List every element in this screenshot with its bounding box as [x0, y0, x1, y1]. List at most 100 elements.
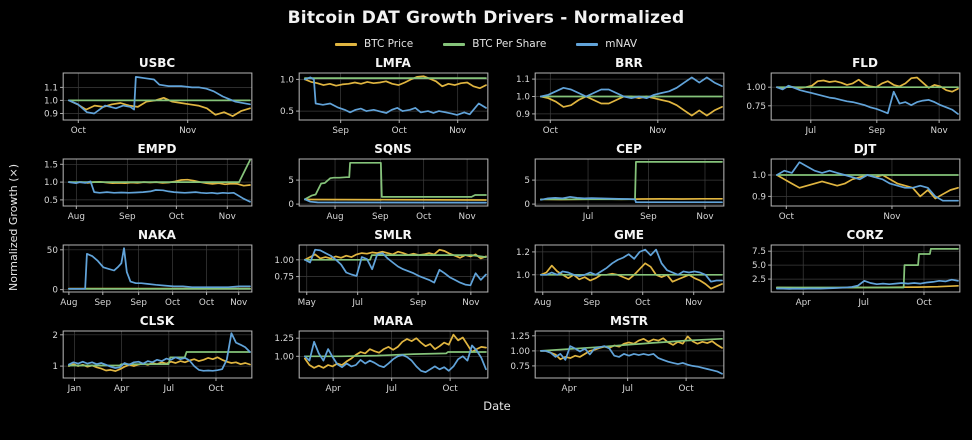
legend: BTC Price BTC Per Share mNAV: [0, 37, 972, 51]
x-tick-label: Sep: [869, 126, 886, 136]
y-tick-label: 1.0: [44, 178, 58, 188]
plot-border: [534, 330, 725, 379]
y-tick-label: 0: [524, 200, 530, 210]
series-line-btc_per_share: [303, 161, 487, 201]
plot-border: [770, 72, 961, 121]
subplot-title: BRR: [615, 56, 643, 70]
plot-border: [534, 244, 725, 293]
x-tick-label: Oct: [199, 298, 215, 308]
x-tick-label: Jul: [582, 212, 594, 222]
subplot-canvas: 0.5 1.0 Sep Oct Nov: [280, 72, 489, 136]
subplot-title: NAKA: [138, 228, 176, 242]
y-tick-label: 1.1: [44, 84, 58, 94]
subplot-cep: CEP 0 5 Jul Sep Nov: [502, 142, 728, 226]
y-tick-label: 1.00: [510, 347, 530, 357]
subplot-naka: NAKA 0 50 Aug Sep Sep Oct Oct Nov: [30, 228, 256, 312]
subplot-title: FLD: [852, 56, 878, 70]
y-tick-label: 1.00: [746, 83, 766, 93]
subplot-title: EMPD: [137, 142, 177, 156]
series-line-btc_per_share: [67, 159, 251, 183]
subplot-title: SMLR: [374, 228, 412, 242]
subplot-corz: CORZ 2.5 5.0 7.5 Apr Jul Oct: [738, 228, 964, 312]
x-tick-label: May: [298, 298, 316, 308]
subplot-title: MSTR: [609, 314, 648, 328]
subplot-title: USBC: [138, 56, 176, 70]
y-tick-label: 1.25: [274, 334, 294, 344]
y-tick-label: 1.1: [516, 75, 530, 85]
x-tick-label: Sep: [130, 298, 147, 308]
subplot-smlr: SMLR 0.75 1.00 May Jul Sep Nov: [266, 228, 492, 312]
subplot-canvas: 0 5 Aug Sep Oct Nov: [288, 158, 489, 222]
series-line-btc_price: [303, 333, 487, 369]
y-tick-label: 5: [524, 176, 530, 186]
x-tick-label: Nov: [219, 212, 236, 222]
plot-border: [298, 330, 489, 379]
y-tick-label: 0.5: [44, 196, 58, 206]
subplot-canvas: 1.0 1.2 Aug Sep Oct Nov: [516, 244, 725, 308]
x-tick-label: Nov: [931, 126, 948, 136]
y-tick-label: 1.00: [274, 352, 294, 362]
legend-item-btc-per-share: BTC Per Share: [443, 38, 546, 50]
x-tick-label: Jan: [67, 384, 82, 394]
x-tick-label: Nov: [449, 126, 466, 136]
subplot-canvas: 1.00 1.25 Apr Jul Oct: [274, 330, 489, 394]
y-tick-label: 0.9: [752, 193, 766, 203]
x-tick-label: Sep: [372, 212, 389, 222]
series-line-btc_price: [539, 262, 723, 290]
y-tick-label: 50: [47, 246, 58, 256]
subplot-canvas: 0.9 1.0 Oct Nov: [752, 158, 961, 222]
subplot-title: CEP: [616, 142, 642, 156]
y-tick-label: 1.0: [280, 76, 294, 86]
series-line-mnav: [539, 76, 723, 100]
series-line-mnav: [67, 332, 251, 372]
y-tick-label: 5.0: [752, 261, 766, 271]
y-tick-label: 1: [52, 362, 58, 372]
subplot-lmfa: LMFA 0.5 1.0 Sep Oct Nov: [266, 56, 492, 140]
series-line-btc_price: [67, 356, 251, 372]
x-tick-label: Nov: [883, 212, 900, 222]
series-line-btc_per_share: [539, 337, 723, 352]
series-line-btc_per_share: [539, 161, 723, 201]
series-line-btc_price: [67, 96, 251, 117]
legend-item-mnav: mNAV: [576, 38, 637, 50]
legend-label: BTC Price: [363, 38, 414, 50]
y-tick-label: 0: [288, 200, 294, 210]
y-tick-label: 1.2: [516, 248, 530, 258]
x-tick-label: Sep: [94, 298, 111, 308]
series-line-mnav: [775, 161, 959, 202]
series-line-mnav: [303, 76, 487, 116]
series-line-btc_price: [775, 76, 959, 93]
x-tick-label: Aug: [534, 298, 551, 308]
y-tick-label: 0.5: [280, 107, 294, 117]
subplot-canvas: 1 2 Jan Apr Jul Oct: [52, 330, 253, 394]
series-line-btc_price: [303, 75, 487, 90]
legend-line-icon: [443, 42, 466, 46]
subplot-title: SQNS: [374, 142, 412, 156]
plot-border: [534, 72, 725, 121]
x-tick-label: Apr: [796, 298, 812, 308]
subplot-canvas: 0.75 1.00 May Jul Sep Nov: [274, 244, 489, 308]
x-tick-label: Jul: [162, 384, 174, 394]
x-axis-label: Date: [483, 399, 511, 413]
subplot-canvas: 0 5 Jul Sep Nov: [524, 158, 725, 222]
figure-title: Bitcoin DAT Growth Drivers - Normalized: [287, 8, 685, 28]
x-tick-label: Nov: [459, 212, 476, 222]
x-tick-label: Oct: [443, 384, 459, 394]
x-tick-label: Aug: [326, 212, 343, 222]
x-tick-label: Sep: [583, 298, 600, 308]
y-tick-label: 1.00: [274, 256, 294, 266]
y-tick-label: 1.5: [44, 160, 58, 170]
y-tick-label: 5: [288, 176, 294, 186]
y-tick-label: 1.0: [516, 93, 530, 103]
legend-label: BTC Per Share: [472, 38, 547, 50]
plot-border: [62, 330, 253, 379]
subplot-brr: BRR 0.9 1.0 1.1 Oct Nov: [502, 56, 728, 140]
x-tick-label: Nov: [179, 126, 196, 136]
x-tick-label: Nov: [230, 298, 247, 308]
plot-border: [298, 244, 489, 293]
x-tick-label: Sep: [119, 212, 136, 222]
subplot-title: GME: [614, 228, 644, 242]
x-tick-label: Oct: [165, 298, 181, 308]
x-tick-label: Oct: [71, 126, 87, 136]
x-tick-label: Sep: [640, 212, 657, 222]
